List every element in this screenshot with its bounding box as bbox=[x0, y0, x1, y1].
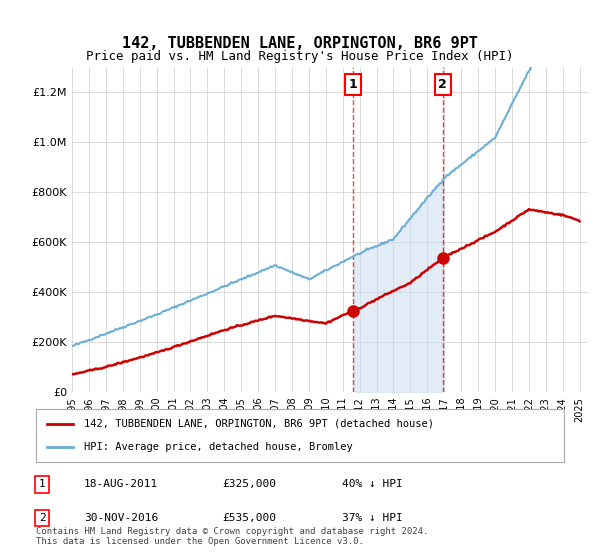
Text: 142, TUBBENDEN LANE, ORPINGTON, BR6 9PT: 142, TUBBENDEN LANE, ORPINGTON, BR6 9PT bbox=[122, 36, 478, 52]
Text: 18-AUG-2011: 18-AUG-2011 bbox=[84, 479, 158, 489]
Text: £535,000: £535,000 bbox=[222, 513, 276, 523]
Text: 2: 2 bbox=[38, 513, 46, 523]
Text: 30-NOV-2016: 30-NOV-2016 bbox=[84, 513, 158, 523]
Text: 1: 1 bbox=[349, 78, 358, 91]
Text: 1: 1 bbox=[38, 479, 46, 489]
Text: 40% ↓ HPI: 40% ↓ HPI bbox=[342, 479, 403, 489]
Text: HPI: Average price, detached house, Bromley: HPI: Average price, detached house, Brom… bbox=[83, 442, 352, 452]
Text: 142, TUBBENDEN LANE, ORPINGTON, BR6 9PT (detached house): 142, TUBBENDEN LANE, ORPINGTON, BR6 9PT … bbox=[83, 419, 434, 429]
Text: £325,000: £325,000 bbox=[222, 479, 276, 489]
Text: 37% ↓ HPI: 37% ↓ HPI bbox=[342, 513, 403, 523]
Text: Contains HM Land Registry data © Crown copyright and database right 2024.
This d: Contains HM Land Registry data © Crown c… bbox=[36, 526, 428, 546]
Text: 2: 2 bbox=[439, 78, 447, 91]
Text: Price paid vs. HM Land Registry's House Price Index (HPI): Price paid vs. HM Land Registry's House … bbox=[86, 50, 514, 63]
